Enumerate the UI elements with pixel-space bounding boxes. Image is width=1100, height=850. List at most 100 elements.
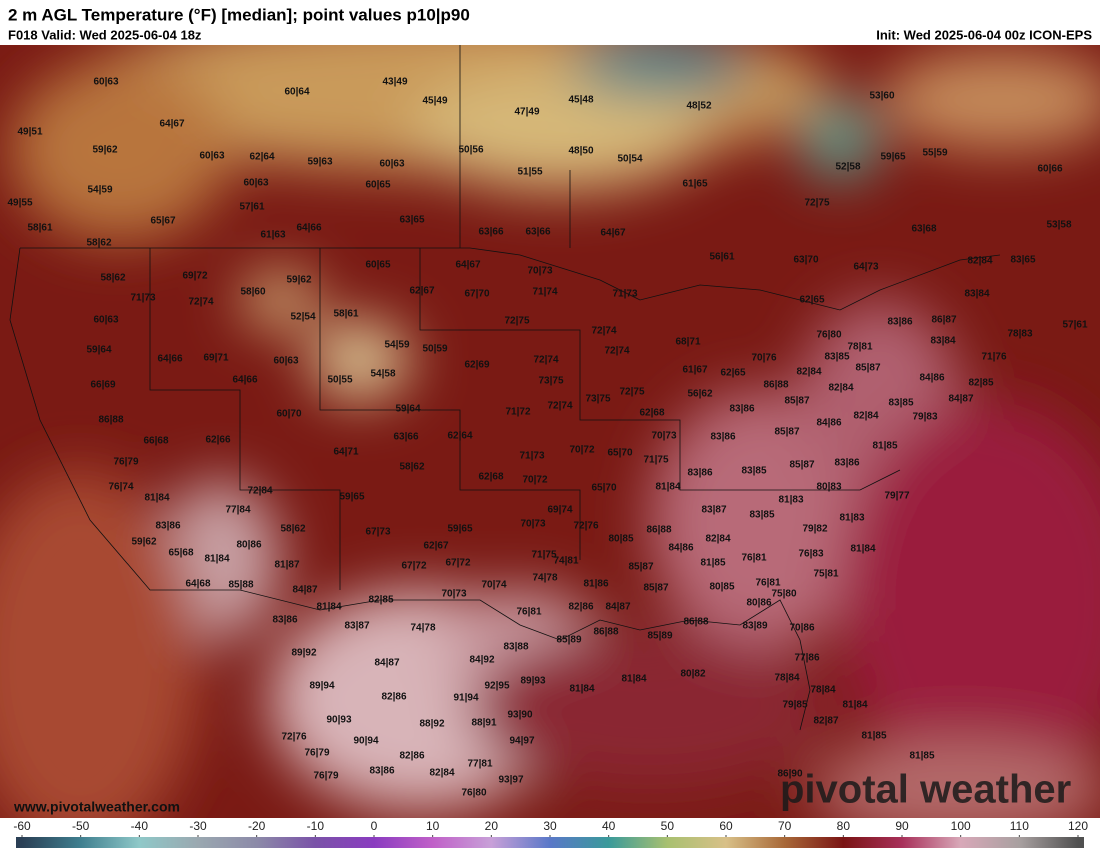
point-value: 83|86 (272, 615, 297, 626)
point-value: 83|87 (344, 621, 369, 632)
point-value: 73|75 (585, 394, 610, 405)
point-value: 86|88 (646, 525, 671, 536)
point-value: 84|87 (948, 394, 973, 405)
point-value: 85|89 (556, 635, 581, 646)
point-value: 80|86 (746, 598, 771, 609)
point-value: 50|54 (617, 154, 642, 165)
point-value: 75|80 (771, 589, 796, 600)
point-value: 58|60 (240, 287, 265, 298)
point-value: 82|86 (399, 751, 424, 762)
point-value: 65|70 (591, 483, 616, 494)
colorbar-ticks: -60 -50 -40 -30 -20 -10 0 10 20 30 40 50 60 70 80 90 100… (13, 819, 1088, 837)
colorbar-tick-label: 70 (778, 819, 792, 833)
point-value: 62|66 (205, 435, 230, 446)
point-value: 76|79 (113, 457, 138, 468)
point-value: 72|74 (604, 346, 629, 357)
colorbar-tick-label: 10 (426, 819, 440, 833)
point-value: 62|68 (639, 408, 664, 419)
point-value: 60|66 (1037, 164, 1062, 175)
point-value: 60|63 (243, 178, 268, 189)
point-value: 85|87 (628, 562, 653, 573)
point-value: 86|88 (683, 617, 708, 628)
point-value: 80|85 (709, 582, 734, 593)
point-value: 73|75 (538, 376, 563, 387)
point-value: 51|55 (517, 167, 542, 178)
point-value: 81|84 (850, 544, 875, 555)
colorbar (16, 837, 1084, 848)
point-value: 77|84 (225, 505, 250, 516)
point-value: 94|97 (509, 736, 534, 747)
point-value: 77|81 (467, 759, 492, 770)
point-value: 58|61 (27, 223, 52, 234)
point-value: 69|74 (547, 505, 572, 516)
point-value: 81|85 (700, 558, 725, 569)
point-value: 81|86 (583, 579, 608, 590)
point-value: 67|70 (464, 289, 489, 300)
header-bar (0, 0, 1100, 45)
point-value: 74|78 (532, 573, 557, 584)
point-value: 79|82 (802, 524, 827, 535)
point-value: 62|69 (464, 360, 489, 371)
point-value: 81|84 (204, 554, 229, 565)
point-value: 70|86 (789, 623, 814, 634)
point-value: 72|74 (533, 355, 558, 366)
point-value: 83|84 (930, 336, 955, 347)
point-value: 59|62 (131, 537, 156, 548)
point-value: 71|75 (643, 455, 668, 466)
point-value: 84|86 (668, 543, 693, 554)
point-value: 54|59 (87, 185, 112, 196)
point-value: 58|61 (333, 309, 358, 320)
point-value: 61|67 (682, 365, 707, 376)
point-value: 84|86 (816, 418, 841, 429)
point-value: 83|86 (687, 468, 712, 479)
point-value: 61|65 (682, 179, 707, 190)
point-value: 81|85 (909, 751, 934, 762)
point-value: 78|81 (847, 342, 872, 353)
point-value: 83|86 (834, 458, 859, 469)
point-value: 82|86 (568, 602, 593, 613)
point-value: 67|73 (365, 527, 390, 538)
point-value: 53|58 (1046, 220, 1071, 231)
point-value: 60|63 (93, 315, 118, 326)
point-value: 83|89 (742, 621, 767, 632)
point-value: 81|84 (842, 700, 867, 711)
point-value: 49|51 (17, 127, 42, 138)
point-value: 83|84 (964, 289, 989, 300)
colorbar-tick-label: 60 (719, 819, 733, 833)
point-value: 59|64 (86, 345, 111, 356)
point-value: 91|94 (453, 693, 478, 704)
point-value: 77|86 (794, 653, 819, 664)
point-value: 82|84 (853, 411, 878, 422)
point-value: 60|63 (273, 356, 298, 367)
point-value: 59|62 (286, 275, 311, 286)
point-value: 56|62 (687, 389, 712, 400)
point-value: 71|76 (981, 352, 1006, 363)
point-value: 62|67 (409, 286, 434, 297)
point-value: 71|73 (130, 293, 155, 304)
point-value: 65|68 (168, 548, 193, 559)
point-value: 78|83 (1007, 329, 1032, 340)
point-value: 64|68 (185, 579, 210, 590)
point-value: 70|73 (651, 431, 676, 442)
point-value: 88|92 (419, 719, 444, 730)
point-value: 64|71 (333, 447, 358, 458)
point-value: 86|88 (593, 627, 618, 638)
point-value: 90|94 (353, 736, 378, 747)
point-value: 76|81 (741, 553, 766, 564)
point-value: 64|67 (455, 260, 480, 271)
point-value: 62|67 (423, 541, 448, 552)
point-value: 70|74 (481, 580, 506, 591)
point-value: 85|87 (855, 363, 880, 374)
point-value: 52|58 (835, 162, 860, 173)
colorbar-tick-label: -20 (248, 819, 266, 833)
point-value: 65|67 (150, 216, 175, 227)
point-value: 85|87 (643, 583, 668, 594)
point-value: 59|62 (92, 145, 117, 156)
point-value: 71|72 (505, 407, 530, 418)
point-value: 86|88 (763, 380, 788, 391)
point-value: 81|84 (316, 602, 341, 613)
point-value: 65|70 (607, 448, 632, 459)
point-value: 69|71 (203, 353, 228, 364)
point-value: 80|83 (816, 482, 841, 493)
point-value: 86|88 (98, 415, 123, 426)
